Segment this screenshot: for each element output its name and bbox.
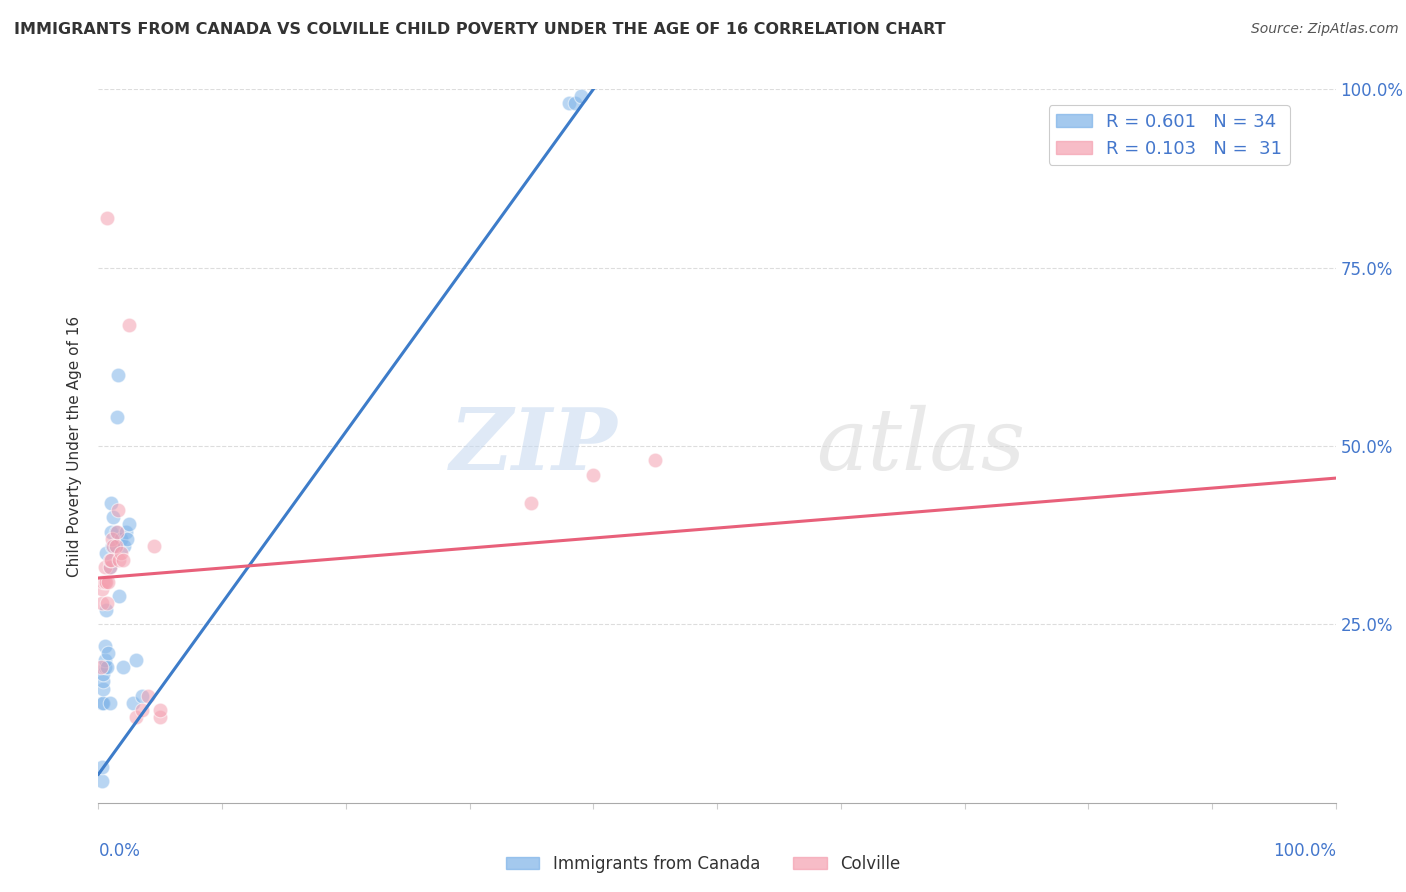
Point <box>98 560 121 574</box>
Point <box>93 696 115 710</box>
Point <box>114 524 136 539</box>
Text: atlas: atlas <box>815 405 1025 487</box>
Point <box>569 89 592 103</box>
Point <box>101 539 124 553</box>
Point <box>97 646 120 660</box>
Text: 0.0%: 0.0% <box>98 842 141 860</box>
Point <box>131 703 153 717</box>
Point <box>94 603 117 617</box>
Point <box>100 553 122 567</box>
Text: Source: ZipAtlas.com: Source: ZipAtlas.com <box>1251 22 1399 37</box>
Point <box>122 696 145 710</box>
Point <box>110 532 132 546</box>
Point <box>108 589 131 603</box>
Point <box>100 496 122 510</box>
Point <box>112 539 135 553</box>
Point <box>149 703 172 717</box>
Point <box>94 546 117 560</box>
Point <box>90 660 112 674</box>
Point <box>98 696 121 710</box>
Text: ZIP: ZIP <box>450 404 619 488</box>
Point <box>149 710 172 724</box>
Point <box>91 596 114 610</box>
Point <box>107 503 129 517</box>
Point <box>582 467 605 482</box>
Point <box>118 318 141 332</box>
Text: IMMIGRANTS FROM CANADA VS COLVILLE CHILD POVERTY UNDER THE AGE OF 16 CORRELATION: IMMIGRANTS FROM CANADA VS COLVILLE CHILD… <box>14 22 946 37</box>
Point <box>98 553 121 567</box>
Point <box>110 546 132 560</box>
Point <box>557 96 579 111</box>
Y-axis label: Child Poverty Under the Age of 16: Child Poverty Under the Age of 16 <box>67 316 83 576</box>
Point <box>101 532 124 546</box>
Point <box>103 510 125 524</box>
Point <box>94 574 117 589</box>
Legend: R = 0.601   N = 34, R = 0.103   N =  31: R = 0.601 N = 34, R = 0.103 N = 31 <box>1049 105 1289 165</box>
Legend: Immigrants from Canada, Colville: Immigrants from Canada, Colville <box>499 848 907 880</box>
Point <box>93 674 115 689</box>
Point <box>98 560 121 574</box>
Point <box>124 653 146 667</box>
Point <box>100 524 122 539</box>
Point <box>107 368 129 382</box>
Point <box>93 681 115 696</box>
Point <box>96 211 118 225</box>
Point <box>104 539 127 553</box>
Point <box>103 539 125 553</box>
Point <box>118 517 141 532</box>
Point <box>93 660 115 674</box>
Point <box>93 574 115 589</box>
Text: 100.0%: 100.0% <box>1272 842 1336 860</box>
Point <box>644 453 666 467</box>
Point <box>93 639 115 653</box>
Point <box>104 524 127 539</box>
Point <box>112 553 135 567</box>
Point <box>105 410 128 425</box>
Point <box>131 689 153 703</box>
Point <box>91 760 114 774</box>
Point <box>103 539 125 553</box>
Point <box>93 560 115 574</box>
Point <box>115 532 138 546</box>
Point <box>93 667 115 681</box>
Point <box>93 653 115 667</box>
Point <box>91 696 114 710</box>
Point <box>124 710 146 724</box>
Point <box>143 539 166 553</box>
Point <box>108 553 131 567</box>
Point <box>96 596 118 610</box>
Point <box>136 689 159 703</box>
Point <box>564 96 586 111</box>
Point <box>520 496 543 510</box>
Point <box>93 574 115 589</box>
Point <box>91 774 114 789</box>
Point <box>112 660 135 674</box>
Point <box>96 660 118 674</box>
Point <box>105 524 128 539</box>
Point <box>97 574 120 589</box>
Point <box>91 582 114 596</box>
